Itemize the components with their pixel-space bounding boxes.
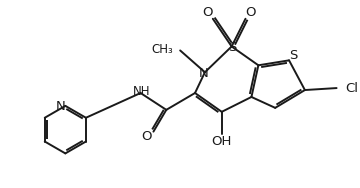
Text: NH: NH [133,85,150,98]
Text: N: N [55,100,65,113]
Text: CH₃: CH₃ [152,43,173,56]
Text: O: O [245,6,256,19]
Text: O: O [203,6,213,19]
Text: Cl: Cl [346,82,359,95]
Text: OH: OH [212,135,232,148]
Text: N: N [199,67,209,80]
Text: S: S [289,49,297,62]
Text: S: S [229,41,237,54]
Text: O: O [141,130,152,143]
